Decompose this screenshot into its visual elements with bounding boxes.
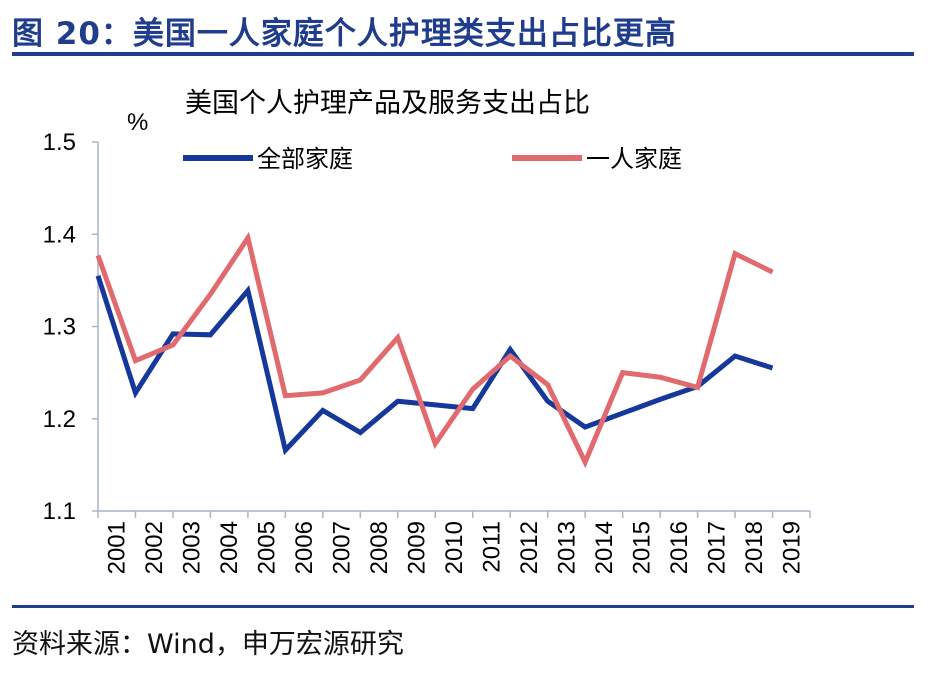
legend: 全部家庭 一人家庭 xyxy=(183,145,682,173)
y-tick-label: 1.5 xyxy=(43,129,76,156)
y-axis-unit: % xyxy=(127,109,148,136)
x-tick-label: 2010 xyxy=(441,521,468,574)
x-tick-label: 2001 xyxy=(104,521,131,574)
legend-label-0: 全部家庭 xyxy=(257,145,353,173)
x-tick-label: 2013 xyxy=(553,521,580,574)
x-tick-label: 2015 xyxy=(628,521,655,574)
x-tick-label: 2006 xyxy=(291,521,318,574)
x-tick-label: 2004 xyxy=(216,521,243,574)
figure-title: 图 20：美国一人家庭个人护理类支出占比更高 xyxy=(12,16,677,52)
x-tick-label: 2005 xyxy=(254,521,281,574)
title-rule xyxy=(12,52,914,56)
x-tick-label: 2014 xyxy=(591,521,618,574)
x-tick-label: 2009 xyxy=(404,521,431,574)
x-tick-label: 2002 xyxy=(141,521,168,574)
series-line-0 xyxy=(95,275,774,456)
chart-title: 美国个人护理产品及服务支出占比 xyxy=(185,88,590,119)
x-tick-label: 2011 xyxy=(478,521,505,573)
legend-label-1: 一人家庭 xyxy=(586,145,682,173)
x-tick-label: 2017 xyxy=(703,521,730,574)
line-chart: 美国个人护理产品及服务支出占比 % 全部家庭 一人家庭 1.11.21.31.41… xyxy=(43,88,811,574)
x-tick-label: 2016 xyxy=(666,521,693,574)
x-tick-label: 2012 xyxy=(516,521,543,574)
x-tick-label: 2008 xyxy=(366,521,393,574)
y-tick-label: 1.4 xyxy=(43,221,76,248)
footer-rule xyxy=(12,605,914,608)
series-line-1 xyxy=(95,231,774,469)
x-tick-label: 2003 xyxy=(179,521,206,574)
series-layer xyxy=(95,231,774,469)
x-tick-label: 2007 xyxy=(329,521,356,574)
y-tick-label: 1.3 xyxy=(43,314,76,341)
source-note: 资料来源：Wind，申万宏源研究 xyxy=(12,629,404,660)
x-tick-label: 2019 xyxy=(778,521,805,574)
y-tick-label: 1.2 xyxy=(43,406,76,433)
y-tick-label: 1.1 xyxy=(43,498,76,525)
axes: 1.1 1.2 1.3 1.4 1.5 2001 2002 2003 2004 2005 2006 2… xyxy=(43,129,811,574)
x-tick-label: 2018 xyxy=(741,521,768,574)
